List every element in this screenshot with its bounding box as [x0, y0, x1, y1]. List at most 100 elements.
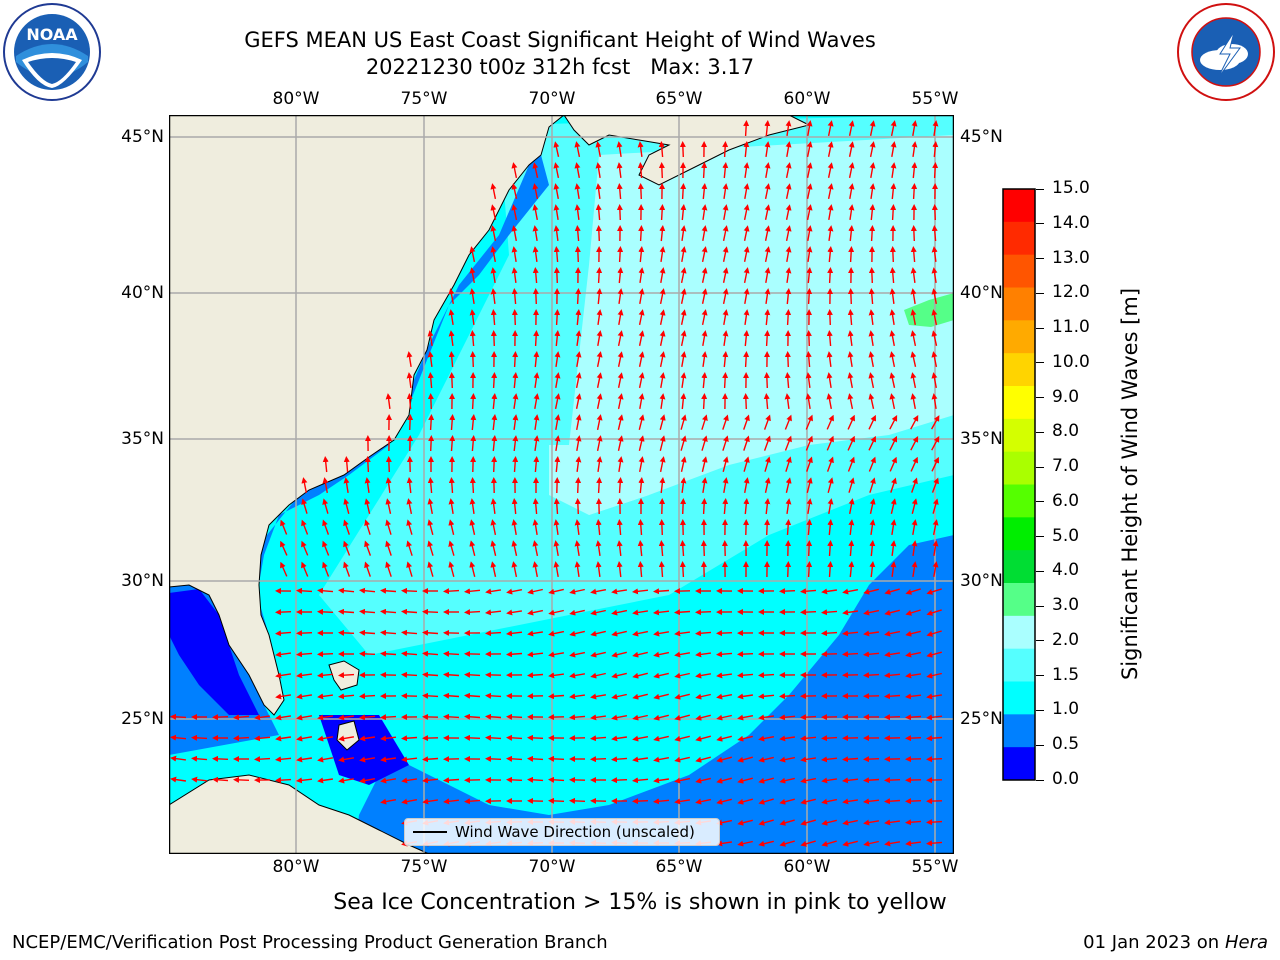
wind-wave-arrow — [889, 372, 896, 388]
wind-wave-arrow — [910, 351, 917, 367]
wind-wave-arrow — [616, 561, 623, 578]
wind-wave-arrow — [506, 734, 523, 741]
wind-wave-arrow — [758, 756, 774, 763]
wind-wave-arrow — [296, 735, 313, 742]
wind-wave-arrow — [380, 587, 397, 594]
wind-wave-arrow — [847, 351, 854, 368]
colorbar-cell — [1003, 320, 1035, 354]
wind-wave-arrow — [659, 477, 666, 494]
wind-wave-arrow — [826, 372, 833, 389]
wind-wave-arrow — [911, 183, 918, 200]
wind-wave-arrow — [343, 477, 350, 494]
wind-wave-arrow — [596, 393, 603, 409]
colorbar-cell — [1003, 254, 1035, 288]
wind-wave-arrow — [695, 777, 711, 784]
coastal-shelf-band — [239, 155, 549, 655]
wind-wave-arrow — [827, 519, 834, 536]
wind-wave-arrow — [680, 204, 687, 221]
wind-wave-arrow — [617, 414, 624, 430]
wind-wave-arrow — [658, 540, 665, 557]
wind-wave-arrow — [638, 456, 645, 473]
wind-wave-arrow — [338, 735, 355, 742]
colorbar-cell — [1003, 418, 1035, 453]
wind-wave-arrow — [296, 756, 313, 763]
wind-wave-arrow — [680, 246, 687, 263]
wind-wave-arrow — [637, 561, 644, 578]
wind-wave-arrow — [722, 225, 729, 242]
wind-wave-arrow — [469, 288, 476, 305]
wind-wave-arrow — [343, 561, 351, 577]
wind-wave-arrow — [910, 415, 919, 430]
wind-wave-arrow — [617, 435, 624, 451]
wind-wave-arrow — [680, 309, 687, 325]
wind-wave-arrow — [338, 693, 355, 700]
wind-wave-arrow — [553, 225, 560, 241]
wind-wave-arrow — [911, 540, 918, 557]
colorbar-tick-label: 7.0 — [1052, 456, 1080, 477]
wind-wave-arrow — [637, 519, 644, 536]
colorbar-tick-label: 3.0 — [1052, 595, 1080, 616]
wind-wave-arrow — [758, 693, 775, 700]
wind-wave-arrow — [763, 372, 770, 389]
wind-wave-arrow — [868, 330, 875, 347]
lon-label-top: 55°W — [911, 89, 959, 109]
wind-wave-arrow — [322, 456, 329, 473]
wind-wave-arrow — [905, 819, 922, 826]
wind-wave-arrow — [359, 714, 376, 721]
colorbar-cell — [1003, 517, 1035, 551]
wind-wave-arrow — [826, 393, 833, 410]
wind-wave-arrow — [170, 713, 187, 720]
wind-wave-arrow — [785, 204, 792, 220]
wind-wave-arrow — [722, 456, 729, 472]
wind-wave-arrow — [722, 498, 729, 515]
wind-wave-arrow — [847, 288, 854, 305]
footer-left: NCEP/EMC/Verification Post Processing Pr… — [12, 932, 608, 953]
wind-wave-arrow — [800, 714, 817, 721]
wind-wave-arrow — [701, 498, 708, 515]
wind-wave-arrow — [506, 776, 523, 783]
wind-wave-arrow — [359, 756, 376, 763]
wind-wave-arrow — [743, 498, 750, 515]
wind-wave-arrow — [406, 372, 413, 388]
wind-wave-arrow — [427, 351, 434, 367]
wind-wave-arrow — [611, 735, 628, 742]
wind-wave-arrow — [889, 246, 896, 263]
wind-wave-arrow — [532, 498, 539, 515]
footer-date: 01 Jan 2023 on — [1083, 932, 1220, 953]
wind-wave-arrow — [554, 330, 561, 347]
wind-wave-arrow — [869, 225, 876, 242]
wind-wave-arrow — [737, 714, 754, 721]
lon-label-bottom: 70°W — [528, 857, 576, 877]
wind-wave-arrow — [889, 351, 896, 368]
wind-wave-arrow — [889, 288, 896, 304]
wind-wave-arrow — [659, 288, 666, 305]
wind-wave-arrow — [653, 756, 670, 763]
wind-wave-arrow — [701, 351, 708, 368]
wind-wave-arrow — [380, 650, 397, 657]
wind-wave-arrow — [784, 372, 791, 389]
wind-wave-arrow — [758, 735, 775, 742]
colorbar-tick-mark — [1036, 605, 1044, 607]
wind-wave-arrow — [826, 414, 834, 430]
colorbar-cell — [1003, 648, 1035, 682]
wind-wave-arrow — [632, 630, 649, 637]
wind-wave-arrow — [848, 141, 855, 157]
colorbar-tick-mark — [1036, 466, 1044, 468]
wind-wave-arrow — [427, 498, 434, 515]
wind-wave-arrow — [575, 351, 582, 368]
wind-wave-arrow — [527, 672, 544, 679]
wind-wave-arrow — [722, 162, 729, 179]
colorbar-tick-label: 0.0 — [1052, 769, 1080, 789]
colorbar-tick-label: 15.0 — [1052, 178, 1090, 198]
wind-wave-arrow — [863, 798, 880, 805]
wind-wave-arrow — [842, 651, 859, 658]
footer-right: 01 Jan 2023 on Hera — [1083, 932, 1268, 953]
wind-wave-arrow — [553, 141, 560, 157]
wind-wave-arrow — [701, 414, 708, 430]
wind-wave-arrow — [317, 693, 333, 700]
wind-wave-arrow — [401, 798, 418, 805]
colorbar-tick-label: 11.0 — [1052, 317, 1090, 338]
noaa-logo-icon: NOAA — [3, 3, 101, 101]
wind-wave-arrow — [422, 756, 439, 763]
wind-wave-arrow — [322, 498, 329, 514]
